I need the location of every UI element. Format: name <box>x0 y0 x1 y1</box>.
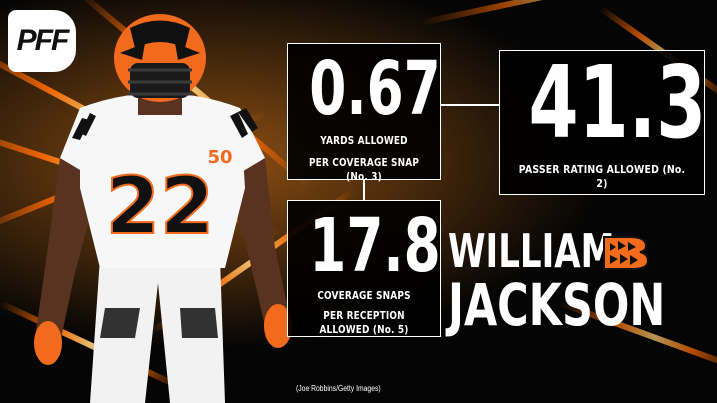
pff-logo-text: PFF <box>16 24 70 57</box>
bengals-b-icon <box>603 236 650 270</box>
jersey-number: 22 <box>106 162 215 252</box>
stat-value: 0.67 <box>309 46 441 132</box>
stat-value: 41.3 <box>528 44 707 161</box>
stat-box-snaps-per-reception: 17.8 COVERAGE SNAPS PER RECEPTION ALLOWE… <box>287 200 441 337</box>
connector-line <box>441 104 499 106</box>
stat-value: 17.8 <box>309 203 441 289</box>
stat-box-yards-per-snap: 0.67 YARDS ALLOWED PER COVERAGE SNAP (No… <box>287 43 441 183</box>
photo-credit: (Joe Robbins/Getty Images) <box>296 384 381 393</box>
stat-label: PASSER RATING ALLOWED (No. 2) <box>518 163 686 190</box>
stat-box-passer-rating: 41.3 PASSER RATING ALLOWED (No. 2) <box>499 44 707 195</box>
stat-label: YARDS ALLOWED <box>320 135 408 147</box>
connector-line <box>363 180 365 200</box>
player-last-name: JACKSON <box>448 271 666 339</box>
pff-logo: PFF <box>8 10 76 72</box>
stat-label: PER RECEPTION ALLOWED (No. 5) <box>319 310 409 336</box>
light-streak <box>419 0 695 26</box>
player-image: 22 50 <box>34 14 292 403</box>
jersey-patch: 50 <box>207 147 232 168</box>
player-first-name: WILLIAM <box>448 224 615 278</box>
stat-label: COVERAGE SNAPS <box>317 290 411 302</box>
stat-label: PER COVERAGE SNAP (No. 3) <box>308 157 420 183</box>
